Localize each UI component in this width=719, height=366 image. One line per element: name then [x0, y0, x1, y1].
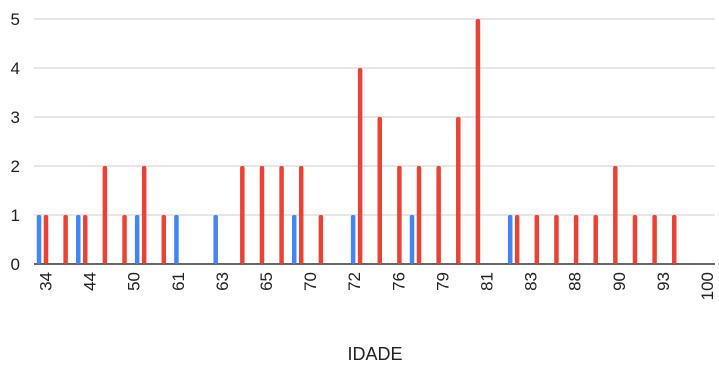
bar	[456, 117, 461, 264]
bar	[213, 215, 218, 264]
bar	[613, 166, 618, 264]
bar	[141, 166, 147, 264]
x-tick-label: 88	[566, 272, 585, 291]
bar	[259, 166, 265, 264]
x-tick-label: 90	[610, 272, 629, 291]
y-tick-label: 1	[11, 206, 20, 225]
bar	[416, 166, 422, 264]
bar	[436, 166, 441, 264]
x-tick-label: 72	[345, 272, 364, 291]
x-axis-ticks: 34 44 50 61 63 65 70 72 76 79 81 83 88 90 93 100	[37, 272, 718, 300]
x-tick-label: 81	[478, 272, 497, 291]
y-tick-label: 3	[11, 108, 20, 127]
bar	[102, 166, 108, 264]
bar	[161, 215, 167, 264]
bar	[298, 166, 304, 264]
bar	[279, 166, 284, 264]
y-tick-label: 4	[11, 59, 20, 78]
x-tick-label: 93	[654, 272, 673, 291]
y-axis-ticks: 0 1 2 3 4 5	[11, 10, 20, 274]
bar	[122, 215, 127, 264]
x-tick-label: 34	[37, 272, 56, 291]
bar	[514, 215, 520, 264]
bar	[409, 215, 415, 264]
bar	[573, 215, 579, 264]
x-tick-label: 65	[257, 272, 276, 291]
bar	[350, 215, 356, 264]
bar	[134, 215, 140, 264]
x-tick-label: 63	[213, 272, 232, 291]
bar	[83, 215, 88, 264]
grid-lines	[34, 18, 715, 265]
bar	[43, 215, 49, 264]
bar	[240, 166, 245, 264]
bar	[76, 215, 81, 264]
bar	[534, 215, 540, 264]
y-tick-label: 0	[11, 255, 20, 274]
bar	[671, 215, 677, 264]
bar	[475, 19, 481, 264]
bar	[291, 215, 297, 264]
x-tick-label: 44	[81, 272, 100, 291]
x-tick-label: 70	[301, 272, 320, 291]
x-tick-label: 50	[125, 272, 144, 291]
bars	[36, 19, 677, 264]
x-tick-label: 61	[169, 272, 188, 291]
bar	[36, 215, 42, 264]
bar	[357, 68, 363, 264]
bar	[397, 166, 402, 264]
bar	[554, 215, 559, 264]
bar	[652, 215, 657, 264]
x-tick-label: 76	[389, 272, 408, 291]
bar	[507, 215, 513, 264]
bar	[174, 215, 179, 264]
bar	[377, 117, 382, 264]
bar	[632, 215, 638, 264]
x-axis-label: IDADE	[347, 344, 402, 364]
y-tick-label: 2	[11, 157, 20, 176]
x-tick-label: 83	[522, 272, 541, 291]
bar	[593, 215, 598, 264]
y-tick-label: 5	[11, 10, 20, 29]
bar	[63, 215, 68, 264]
bar	[318, 215, 324, 264]
x-tick-label: 79	[433, 272, 452, 291]
x-tick-label: 100	[698, 272, 717, 300]
